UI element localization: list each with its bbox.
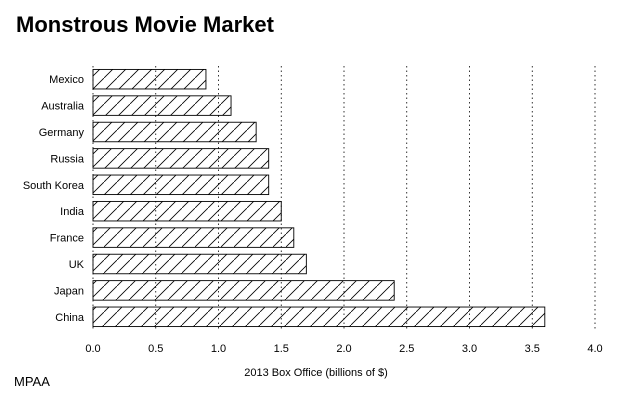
category-label: Mexico: [49, 74, 84, 86]
bar: [92, 121, 257, 143]
bar: [92, 174, 270, 196]
x-tick-label: 3.5: [525, 343, 540, 355]
x-tick-labels: 0.0 0.5 1.0 1.5 2.0 2.5 3.0 3.5 4.0: [85, 343, 602, 355]
bar: [92, 148, 270, 169]
x-tick-label: 3.0: [462, 343, 477, 355]
category-label: UK: [69, 259, 85, 271]
bar: [92, 227, 295, 248]
source-label: MPAA: [14, 374, 50, 389]
x-tick-label: 2.5: [399, 343, 414, 355]
bar: [92, 306, 546, 328]
category-label: China: [55, 312, 85, 324]
chart-title: Monstrous Movie Market: [16, 12, 274, 37]
bar: [92, 253, 307, 275]
bar: [92, 68, 207, 90]
x-tick-label: 1.5: [274, 343, 289, 355]
category-label: Japan: [54, 285, 84, 297]
x-tick-label: 4.0: [587, 343, 602, 355]
category-label: Australia: [41, 101, 85, 113]
bar: [92, 95, 232, 116]
x-axis-title: 2013 Box Office (billions of $): [244, 367, 387, 379]
category-label: France: [50, 233, 84, 245]
category-labels: Mexico Australia Germany Russia South Korea I…: [23, 74, 85, 324]
x-tick-label: 2.0: [336, 343, 351, 355]
x-tick-label: 0.0: [85, 343, 100, 355]
bar: [92, 200, 282, 222]
x-tick-label: 0.5: [148, 343, 163, 355]
category-label: Russia: [50, 153, 85, 165]
gridlines: [155, 66, 596, 330]
category-label: Germany: [39, 127, 85, 139]
bar: [92, 280, 395, 301]
x-tick-label: 1.0: [211, 343, 226, 355]
bars: [92, 68, 546, 328]
category-label: South Korea: [23, 180, 85, 192]
category-label: India: [60, 206, 85, 218]
